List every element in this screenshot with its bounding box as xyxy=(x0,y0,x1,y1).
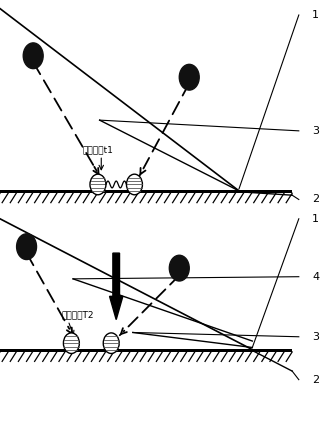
Circle shape xyxy=(103,333,119,353)
Text: 吸附时间t1: 吸附时间t1 xyxy=(83,145,113,154)
Circle shape xyxy=(90,174,106,195)
Text: 2: 2 xyxy=(312,194,319,205)
Bar xyxy=(0,190,292,193)
Text: 2: 2 xyxy=(312,375,319,385)
Circle shape xyxy=(169,255,189,281)
Circle shape xyxy=(126,174,142,195)
Bar xyxy=(0,349,292,352)
FancyArrow shape xyxy=(110,253,123,320)
Circle shape xyxy=(179,64,199,90)
Circle shape xyxy=(23,43,43,69)
Text: 1: 1 xyxy=(312,214,319,224)
Text: 3: 3 xyxy=(312,126,319,136)
Text: 4: 4 xyxy=(312,272,319,282)
Circle shape xyxy=(17,234,37,260)
Circle shape xyxy=(63,333,79,353)
Text: 3: 3 xyxy=(312,332,319,342)
Text: 1: 1 xyxy=(312,10,319,20)
Text: 吸附时间T2: 吸附时间T2 xyxy=(61,311,94,320)
